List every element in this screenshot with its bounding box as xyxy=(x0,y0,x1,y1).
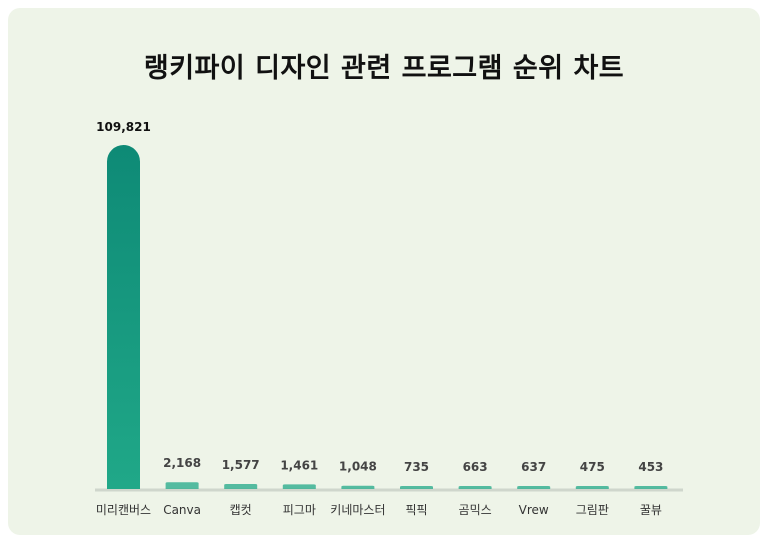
category-label-3: 피그마 xyxy=(283,503,316,517)
value-label-7: 637 xyxy=(521,460,546,474)
chart-title: 랭키파이 디자인 관련 프로그램 순위 차트 xyxy=(143,53,625,84)
category-label-5: 픽픽 xyxy=(405,503,427,517)
bar-2 xyxy=(224,484,258,489)
bar-7 xyxy=(517,486,551,489)
value-label-8: 475 xyxy=(580,460,605,474)
value-label-2: 1,577 xyxy=(222,458,260,472)
bar-6 xyxy=(458,486,492,489)
value-label-5: 735 xyxy=(404,460,429,474)
category-label-8: 그림판 xyxy=(576,503,609,517)
bar-9 xyxy=(634,486,668,489)
value-label-9: 453 xyxy=(638,460,663,474)
category-label-4: 키네마스터 xyxy=(330,503,385,517)
bar-1 xyxy=(165,482,199,489)
bar-0 xyxy=(107,145,140,489)
value-label-4: 1,048 xyxy=(339,460,377,474)
bar-8 xyxy=(575,486,609,489)
category-label-7: Vrew xyxy=(519,503,549,517)
value-label-1: 2,168 xyxy=(163,456,201,470)
value-label-3: 1,461 xyxy=(280,458,318,472)
value-label-0: 109,821 xyxy=(96,120,151,134)
category-label-2: 캡컷 xyxy=(230,503,252,517)
bar-5 xyxy=(400,486,433,489)
value-label-6: 663 xyxy=(463,460,488,474)
bar-4 xyxy=(341,485,375,489)
bar-3 xyxy=(282,484,316,489)
category-label-9: 꿀뷰 xyxy=(640,503,662,517)
category-label-1: Canva xyxy=(163,503,201,517)
category-label-6: 곰믹스 xyxy=(459,503,492,517)
category-label-0: 미리캔버스 xyxy=(96,503,151,517)
